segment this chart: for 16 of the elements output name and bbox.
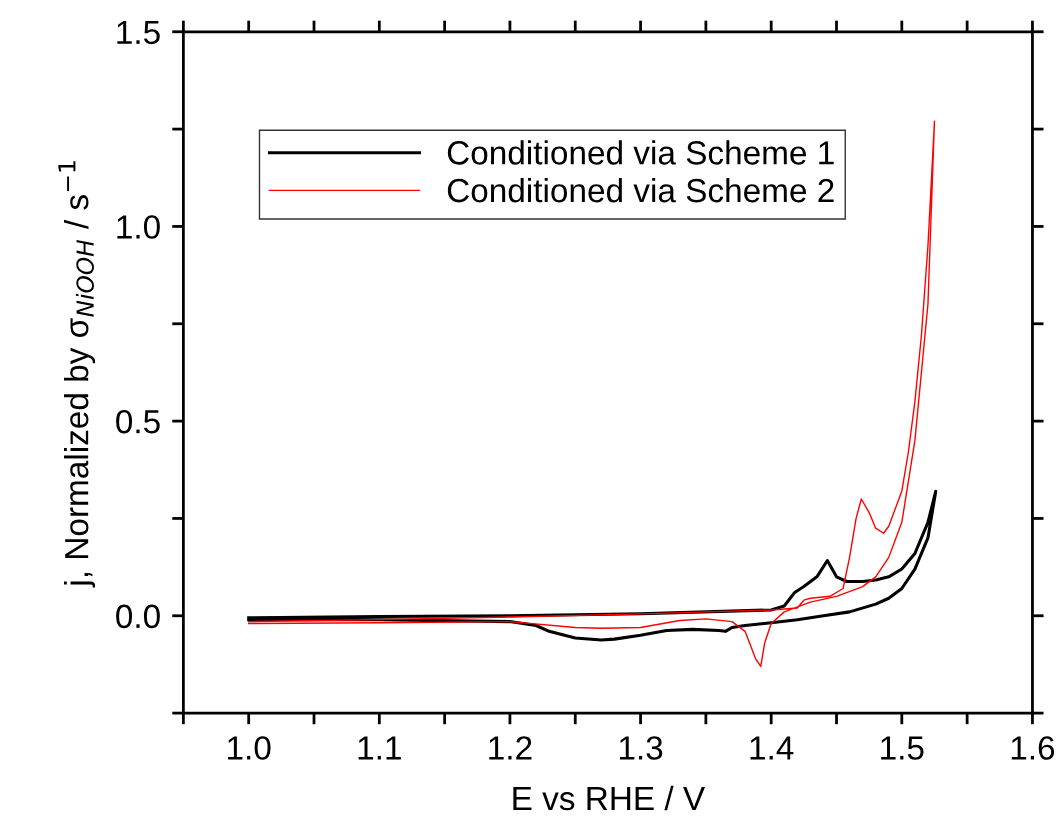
x-tick-label: 1.0	[228, 736, 271, 760]
x-tick-label: 1.5	[881, 736, 924, 760]
y-axis-title: j, Normalized by σ$_{NiOOH}$ / s$^{−1}$	[58, 161, 96, 588]
legend-label: Conditioned via Scheme 1	[447, 140, 834, 165]
x-tick-label: 1.6	[1011, 736, 1055, 760]
legend-label: Conditioned via Scheme 2	[447, 177, 834, 203]
y-tick-label: 0.5	[116, 409, 160, 434]
line-series	[247, 120, 936, 668]
y-tick-label: 1.5	[117, 20, 160, 45]
x-tick-label: 1.4	[750, 736, 794, 760]
x-tick-label: 1.1	[358, 736, 401, 760]
x-tick-label: 1.3	[619, 736, 663, 760]
y-tick-label: 0.0	[116, 604, 160, 629]
x-axis-title: E vs RHE / V	[513, 785, 706, 811]
x-tick-label: 1.2	[489, 736, 532, 760]
y-tick-label: 1.0	[117, 215, 160, 239]
